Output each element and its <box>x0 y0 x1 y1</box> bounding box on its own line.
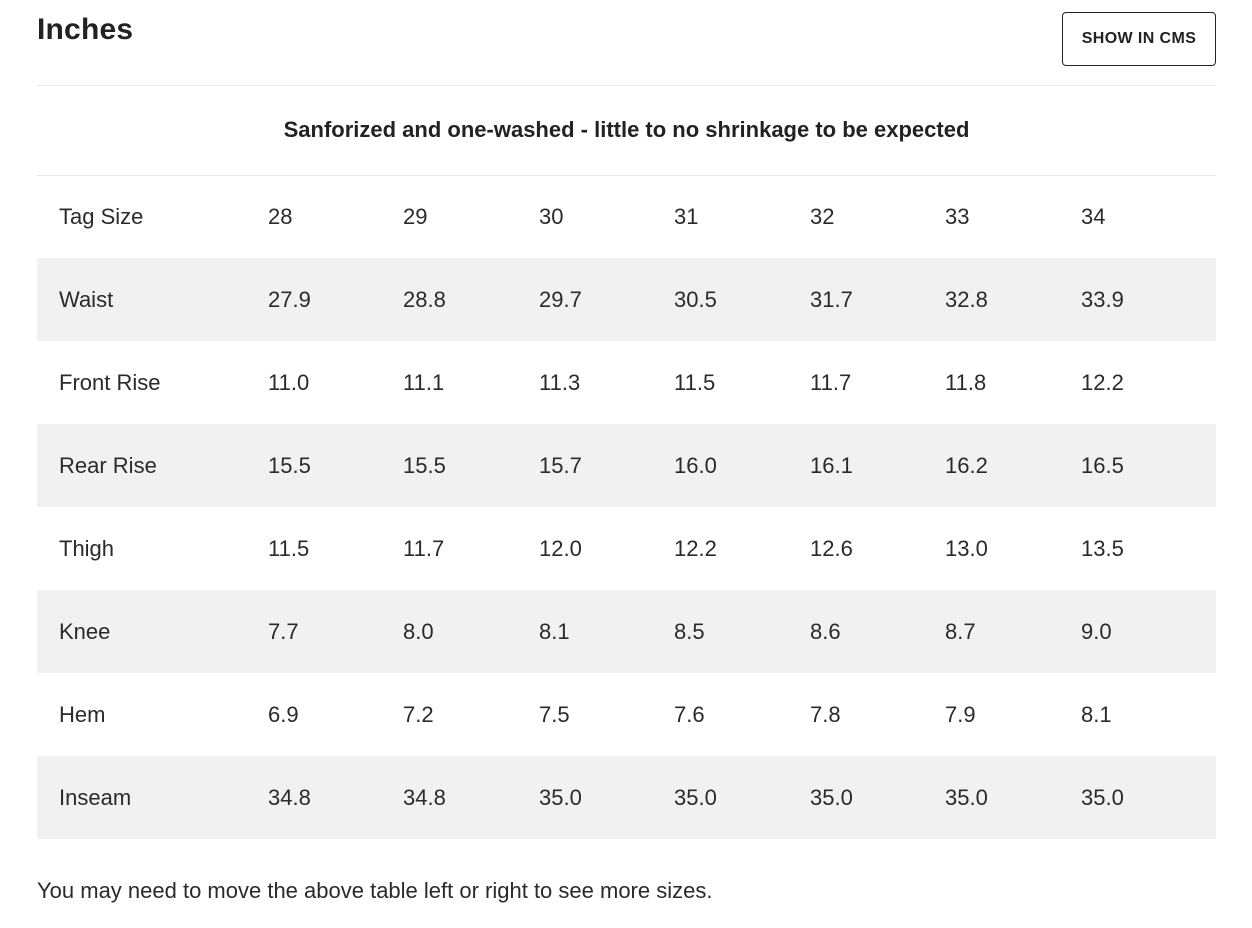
table-cell: 7.5 <box>539 701 570 727</box>
table-cell: 15.5 <box>268 452 311 478</box>
table-row-tag-size: Tag Size 28 29 30 31 32 33 34 <box>37 176 1216 258</box>
table-cell: 7.6 <box>674 701 705 727</box>
table-cell: 8.1 <box>1081 701 1112 727</box>
row-label: Tag Size <box>59 204 144 229</box>
row-label: Waist <box>59 286 114 312</box>
table-cell: 12.0 <box>539 535 582 561</box>
table-cell: 11.5 <box>268 535 310 561</box>
table-cell: 31.7 <box>810 286 853 312</box>
table-cell: 15.7 <box>539 452 582 478</box>
table-cell: 33.9 <box>1081 286 1124 312</box>
table-row-thigh: Thigh 11.5 11.7 12.0 12.2 12.6 13.0 13.5 <box>37 507 1216 590</box>
table-cell: 8.1 <box>539 618 570 644</box>
table-cell: 35.0 <box>539 784 582 810</box>
table-cell: 8.7 <box>945 618 976 644</box>
table-subtitle: Sanforized and one-washed - little to no… <box>37 85 1216 176</box>
table-cell: 32.8 <box>945 286 988 312</box>
table-cell: 6.9 <box>268 701 299 727</box>
table-cell: 16.1 <box>810 452 853 478</box>
table-cell: 35.0 <box>1081 784 1124 810</box>
table-row-knee: Knee 7.7 8.0 8.1 8.5 8.6 8.7 9.0 <box>37 590 1216 673</box>
table-cell: 13.0 <box>945 535 988 561</box>
table-row-front-rise: Front Rise 11.0 11.1 11.3 11.5 11.7 11.8… <box>37 341 1216 424</box>
table-cell: 16.2 <box>945 452 988 478</box>
table-cell: 11.1 <box>403 369 445 395</box>
table-cell: 12.2 <box>1081 369 1124 395</box>
table-cell: 29 <box>403 204 428 229</box>
table-cell: 7.2 <box>403 701 434 727</box>
table-cell: 11.5 <box>674 369 716 395</box>
scroll-hint-note: You may need to move the above table lef… <box>37 878 713 903</box>
table-cell: 28.8 <box>403 286 446 312</box>
table-cell: 12.2 <box>674 535 717 561</box>
table-cell: 8.5 <box>674 618 705 644</box>
table-row-inseam: Inseam 34.8 34.8 35.0 35.0 35.0 35.0 35.… <box>37 756 1216 839</box>
table-cell: 11.0 <box>268 369 310 395</box>
table-cell: 34.8 <box>268 784 311 810</box>
table-cell: 35.0 <box>810 784 853 810</box>
table-row-hem: Hem 6.9 7.2 7.5 7.6 7.8 7.9 8.1 <box>37 673 1216 756</box>
table-cell: 30 <box>539 204 564 229</box>
table-cell: 16.0 <box>674 452 717 478</box>
table-cell: 11.8 <box>945 369 987 395</box>
table-cell: 7.8 <box>810 701 841 727</box>
show-in-cms-button[interactable]: SHOW IN CMS <box>1062 12 1216 66</box>
row-label: Rear Rise <box>59 452 157 478</box>
table-cell: 11.7 <box>810 369 852 395</box>
table-cell: 34 <box>1081 204 1106 229</box>
header: Inches SHOW IN CMS <box>37 0 1216 86</box>
table-cell: 29.7 <box>539 286 582 312</box>
table-cell: 12.6 <box>810 535 853 561</box>
table-cell: 28 <box>268 204 293 229</box>
row-label: Inseam <box>59 784 132 810</box>
table-cell: 32 <box>810 204 835 229</box>
table-cell: 30.5 <box>674 286 717 312</box>
table-cell: 34.8 <box>403 784 446 810</box>
table-cell: 9.0 <box>1081 618 1112 644</box>
row-label: Knee <box>59 618 111 644</box>
table-cell: 8.6 <box>810 618 841 644</box>
table-cell: 13.5 <box>1081 535 1124 561</box>
table-cell: 31 <box>674 204 699 229</box>
row-label: Hem <box>59 701 106 727</box>
table-cell: 35.0 <box>674 784 717 810</box>
row-label: Front Rise <box>59 369 161 395</box>
table-row-waist: Waist 27.9 28.8 29.7 30.5 31.7 32.8 33.9 <box>37 258 1216 341</box>
table-cell: 15.5 <box>403 452 446 478</box>
table-cell: 27.9 <box>268 286 311 312</box>
size-chart-table: Tag Size 28 29 30 31 32 33 34 Waist 27.9… <box>37 176 1216 839</box>
table-cell: 7.9 <box>945 701 976 727</box>
table-cell: 11.3 <box>539 369 581 395</box>
page-title: Inches <box>37 13 134 46</box>
table-cell: 35.0 <box>945 784 988 810</box>
table-cell: 16.5 <box>1081 452 1124 478</box>
table-cell: 11.7 <box>403 535 445 561</box>
row-label: Thigh <box>59 535 115 561</box>
table-cell: 8.0 <box>403 618 434 644</box>
table-row-rear-rise: Rear Rise 15.5 15.5 15.7 16.0 16.1 16.2 … <box>37 424 1216 507</box>
table-cell: 7.7 <box>268 618 299 644</box>
table-cell: 33 <box>945 204 970 229</box>
